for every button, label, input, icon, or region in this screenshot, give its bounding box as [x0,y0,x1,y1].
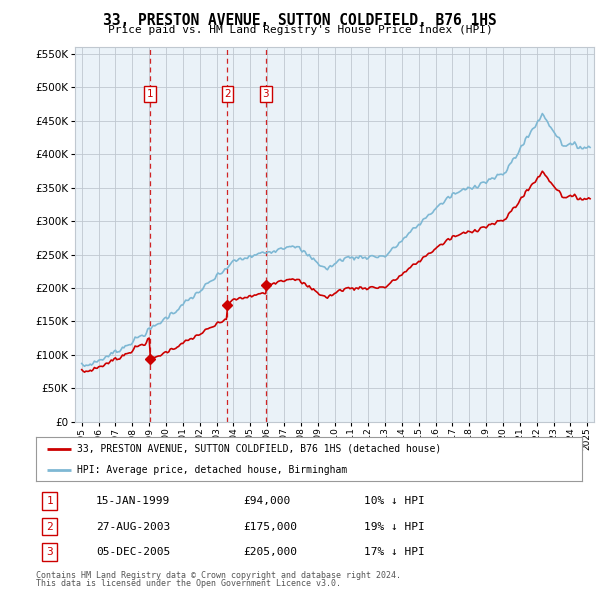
Text: 15-JAN-1999: 15-JAN-1999 [96,496,170,506]
Text: £175,000: £175,000 [244,522,298,532]
Text: £94,000: £94,000 [244,496,291,506]
Text: 33, PRESTON AVENUE, SUTTON COLDFIELD, B76 1HS (detached house): 33, PRESTON AVENUE, SUTTON COLDFIELD, B7… [77,444,441,454]
Text: Price paid vs. HM Land Registry's House Price Index (HPI): Price paid vs. HM Land Registry's House … [107,25,493,35]
Text: 3: 3 [262,89,269,99]
Text: 10% ↓ HPI: 10% ↓ HPI [364,496,424,506]
Text: £205,000: £205,000 [244,547,298,557]
Text: 05-DEC-2005: 05-DEC-2005 [96,547,170,557]
Text: 2: 2 [224,89,231,99]
Text: HPI: Average price, detached house, Birmingham: HPI: Average price, detached house, Birm… [77,465,347,475]
Text: 27-AUG-2003: 27-AUG-2003 [96,522,170,532]
Text: 3: 3 [46,547,53,557]
Text: 1: 1 [46,496,53,506]
Text: 2: 2 [46,522,53,532]
Text: Contains HM Land Registry data © Crown copyright and database right 2024.: Contains HM Land Registry data © Crown c… [36,571,401,580]
Text: 1: 1 [146,89,153,99]
Text: This data is licensed under the Open Government Licence v3.0.: This data is licensed under the Open Gov… [36,579,341,588]
Text: 17% ↓ HPI: 17% ↓ HPI [364,547,424,557]
Text: 33, PRESTON AVENUE, SUTTON COLDFIELD, B76 1HS: 33, PRESTON AVENUE, SUTTON COLDFIELD, B7… [103,13,497,28]
Text: 19% ↓ HPI: 19% ↓ HPI [364,522,424,532]
